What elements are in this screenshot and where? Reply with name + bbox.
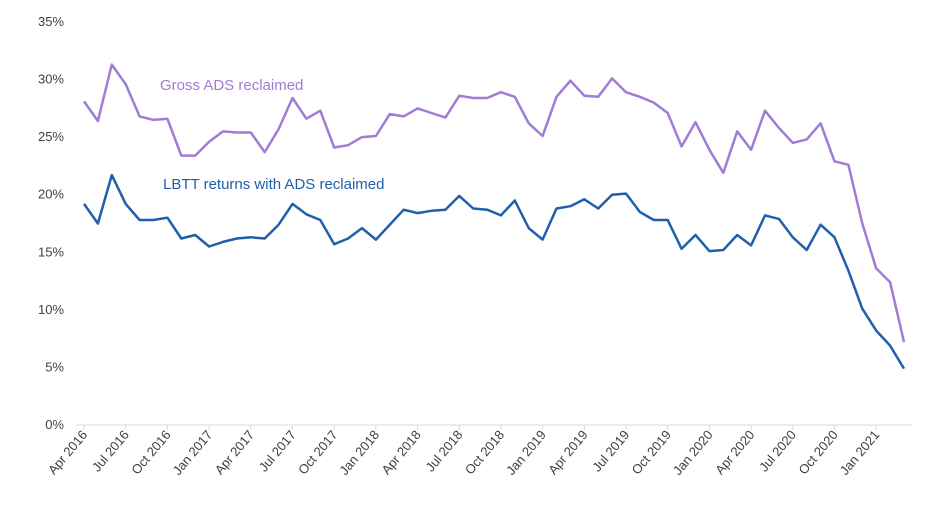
series-lines: [82, 63, 906, 370]
y-axis: 0% 5% 10% 15% 20% 25% 30% 35%: [38, 14, 64, 432]
x-tick-label: Jan 2018: [336, 427, 382, 478]
x-tick-label: Jul 2016: [89, 427, 132, 474]
x-tick-label: Jul 2020: [756, 427, 799, 474]
series-label-gross-ads: Gross ADS reclaimed: [160, 77, 303, 94]
series-line-lbtt-returns: [82, 173, 906, 370]
y-tick-label: 10%: [38, 302, 64, 317]
x-tick-label: Jan 2019: [503, 427, 549, 478]
x-tick-label: Jul 2018: [422, 427, 465, 474]
x-tick-label: Oct 2016: [128, 427, 173, 477]
y-tick-label: 30%: [38, 72, 64, 87]
y-tick-label: 20%: [38, 187, 64, 202]
series-line-gross-ads: [82, 63, 906, 343]
x-tick-label: Apr 2020: [712, 427, 757, 477]
x-tick-label: Oct 2018: [462, 427, 507, 477]
x-tick-label: Oct 2019: [629, 427, 674, 477]
y-tick-label: 25%: [38, 129, 64, 144]
y-tick-label: 35%: [38, 14, 64, 29]
x-tick-label: Apr 2019: [545, 427, 590, 477]
x-tick-label: Oct 2017: [295, 427, 340, 477]
x-tick-label: Jan 2021: [837, 427, 883, 478]
series-label-lbtt-returns: LBTT returns with ADS reclaimed: [163, 176, 384, 193]
x-tick-label: Jul 2017: [256, 427, 299, 474]
x-tick-label: Jul 2019: [589, 427, 632, 474]
x-tick-label: Apr 2018: [378, 427, 423, 477]
x-tick-label: Oct 2020: [795, 427, 840, 477]
x-tick-label: Jan 2020: [670, 427, 716, 478]
x-tick-label: Apr 2017: [212, 427, 257, 477]
y-tick-label: 5%: [45, 359, 64, 374]
y-tick-label: 0%: [45, 417, 64, 432]
x-tick-label: Apr 2016: [45, 427, 90, 477]
x-tick-label: Jan 2017: [170, 427, 216, 478]
y-tick-label: 15%: [38, 244, 64, 259]
